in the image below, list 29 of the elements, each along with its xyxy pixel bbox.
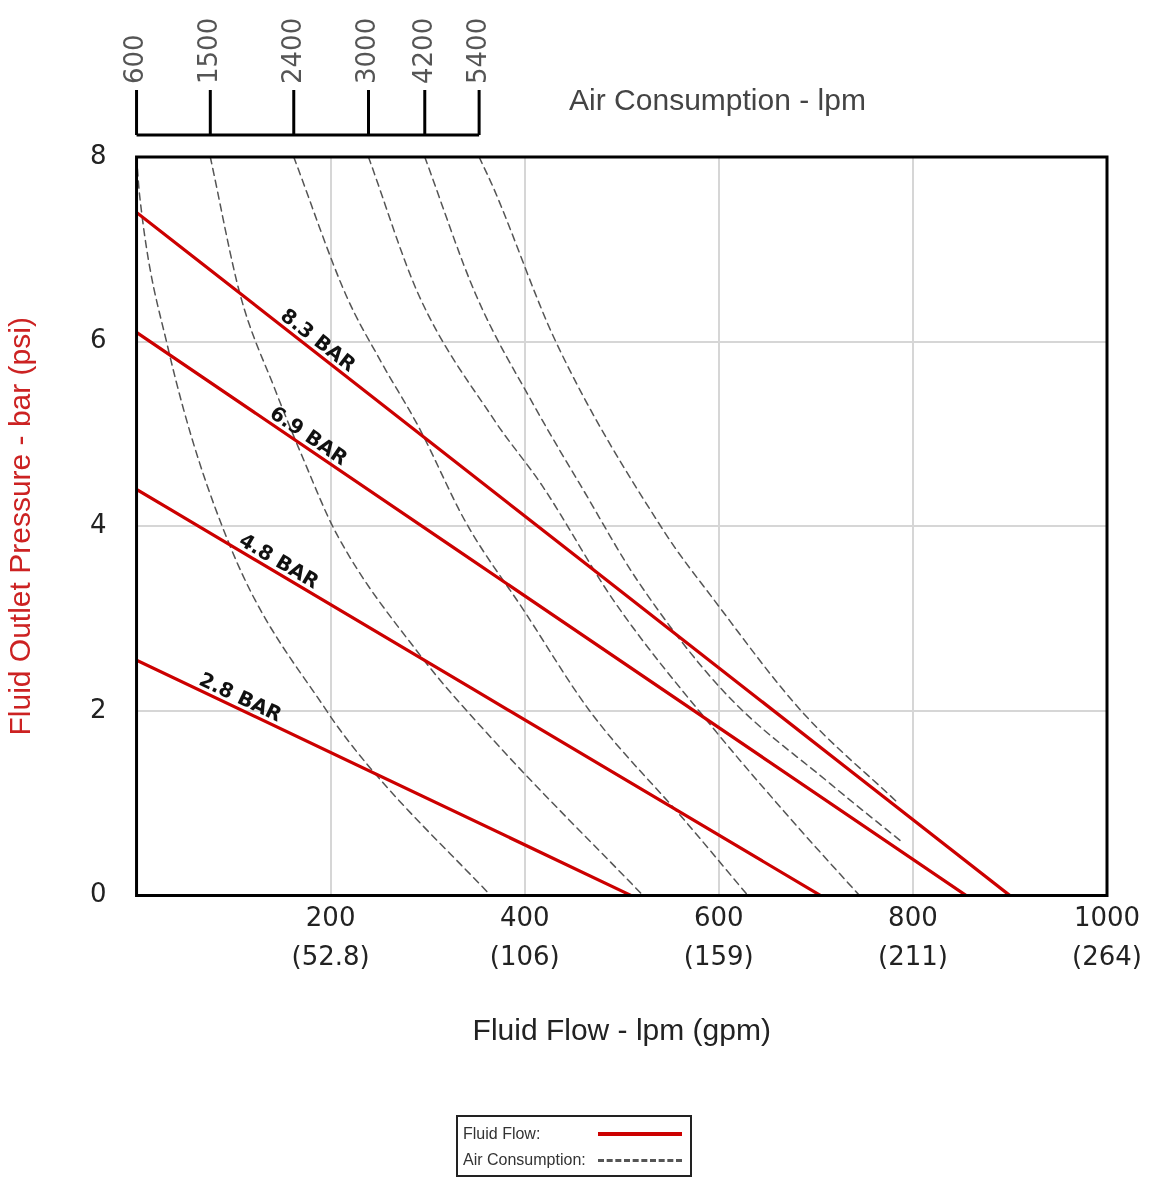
- y-tick-label: 6: [90, 324, 107, 355]
- x-axis-title: Fluid Flow - lpm (gpm): [472, 1013, 771, 1047]
- text: Fluid Flow:: [463, 1125, 541, 1143]
- x2-tick-label: (159): [683, 941, 754, 972]
- text: 4200: [407, 17, 438, 84]
- x2-tick-label: (264): [1072, 941, 1142, 972]
- x-tick-label: 200: [305, 901, 356, 932]
- text: Air Consumption - lpm: [569, 83, 866, 117]
- x-tick-label: 400: [499, 901, 550, 932]
- line-series: [367, 157, 861, 896]
- y-tick-label: 0: [90, 878, 107, 909]
- text: Air Consumption:: [463, 1151, 586, 1169]
- text: 2400: [276, 17, 307, 84]
- y-tick-label: 2: [90, 693, 107, 724]
- x2-tick-label: (52.8): [291, 941, 370, 972]
- text: 2.8 BAR: [195, 666, 286, 727]
- x-tick-label: 600: [694, 901, 744, 932]
- x-tick-label: 800: [888, 901, 938, 932]
- x2-tick-label: (106): [489, 941, 560, 972]
- x-tick-label: 1000: [1073, 901, 1141, 932]
- x2-tick-label: (211): [878, 941, 949, 972]
- y-tick-label: 8: [90, 139, 107, 170]
- text: 600: [119, 34, 150, 84]
- text: 5400: [461, 17, 492, 84]
- y-tick-label: 4: [90, 509, 107, 540]
- text: 1500: [193, 17, 224, 84]
- line-series: [424, 157, 904, 844]
- text: 3000: [351, 17, 382, 84]
- y-axis-title: Fluid Outlet Pressure - bar (psi): [3, 317, 37, 736]
